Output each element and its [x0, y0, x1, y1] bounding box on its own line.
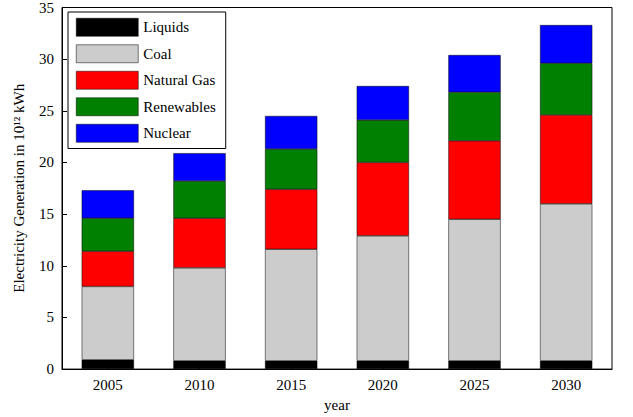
svg-text:2010: 2010: [185, 377, 215, 393]
svg-text:Nuclear: Nuclear: [143, 125, 190, 141]
svg-text:Renewables: Renewables: [143, 99, 216, 115]
svg-text:Electricity Generation in 10¹²: Electricity Generation in 10¹² kWh: [11, 83, 27, 292]
svg-text:year: year: [324, 397, 350, 413]
svg-text:Liquids: Liquids: [143, 19, 189, 35]
svg-text:30: 30: [39, 51, 54, 67]
svg-text:15: 15: [39, 206, 54, 222]
svg-text:35: 35: [39, 0, 54, 16]
svg-text:2030: 2030: [551, 377, 581, 393]
svg-text:2020: 2020: [368, 377, 398, 393]
svg-text:10: 10: [39, 258, 54, 274]
svg-text:20: 20: [39, 154, 54, 170]
svg-text:2015: 2015: [276, 377, 306, 393]
svg-text:2025: 2025: [460, 377, 490, 393]
svg-text:0: 0: [47, 361, 55, 377]
svg-text:2005: 2005: [93, 377, 123, 393]
svg-text:Natural Gas: Natural Gas: [143, 72, 215, 88]
svg-text:Coal: Coal: [143, 46, 171, 62]
svg-text:5: 5: [47, 309, 55, 325]
svg-text:25: 25: [39, 103, 54, 119]
